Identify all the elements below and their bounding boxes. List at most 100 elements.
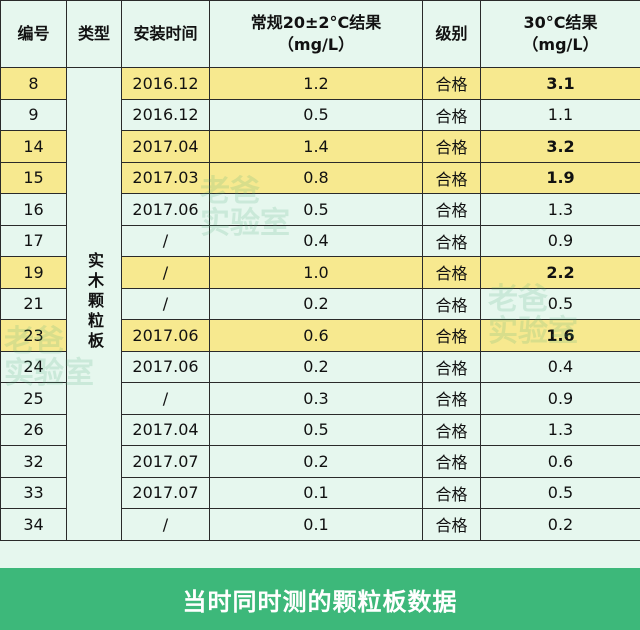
cell-grade: 合格 [422, 287, 481, 320]
table-row: 32 2017.07 0.2 合格 0.6 [0, 445, 640, 478]
cell-normal-result: 0.3 [209, 382, 423, 415]
cell-normal-result: 0.5 [209, 413, 423, 446]
cell-install-time: / [121, 287, 210, 320]
cell-id: 21 [0, 287, 67, 320]
cell-normal-result: 0.4 [209, 224, 423, 257]
cell-hot-result: 3.2 [480, 130, 640, 163]
cell-normal-result: 0.2 [209, 287, 423, 320]
cell-grade: 合格 [422, 413, 481, 446]
cell-hot-result: 3.1 [480, 67, 640, 100]
cell-normal-result: 0.5 [209, 98, 423, 131]
cell-hot-result: 1.9 [480, 161, 640, 194]
cell-normal-result: 0.8 [209, 161, 423, 194]
cell-grade: 合格 [422, 476, 481, 509]
cell-id: 17 [0, 224, 67, 257]
header-hot-result: 30°C结果 （mg/L） [480, 0, 640, 68]
header-type: 类型 [66, 0, 122, 68]
table-row: 8 实木颗粒板 2016.12 1.2 合格 3.1 [0, 67, 640, 541]
cell-install-time: / [121, 382, 210, 415]
header-normal-result-line2: （mg/L） [277, 35, 355, 54]
cell-normal-result: 0.5 [209, 193, 423, 226]
cell-hot-result: 1.3 [480, 413, 640, 446]
cell-install-time: 2017.07 [121, 476, 210, 509]
header-hot-result-line2: （mg/L） [522, 35, 599, 54]
cell-id: 19 [0, 256, 67, 289]
cell-grade: 合格 [422, 382, 481, 415]
cell-grade: 合格 [422, 319, 481, 352]
cell-normal-result: 0.1 [209, 476, 423, 509]
table-row: 23 2017.06 0.6 合格 1.6 [0, 319, 640, 352]
table-row: 26 2017.04 0.5 合格 1.3 [0, 413, 640, 446]
table-row: 16 2017.06 0.5 合格 1.3 [0, 193, 640, 226]
cell-install-time: / [121, 256, 210, 289]
header-id: 编号 [0, 0, 67, 68]
cell-hot-result: 1.3 [480, 193, 640, 226]
cell-id: 25 [0, 382, 67, 415]
cell-grade: 合格 [422, 161, 481, 194]
table-row: 25 /0.3 合格 0.9 [0, 382, 640, 415]
cell-grade: 合格 [422, 508, 481, 541]
cell-normal-result: 0.1 [209, 508, 423, 541]
cell-install-time: / [121, 224, 210, 257]
cell-id: 16 [0, 193, 67, 226]
cell-hot-result: 0.2 [480, 508, 640, 541]
cell-normal-result: 1.4 [209, 130, 423, 163]
cell-id: 26 [0, 413, 67, 446]
cell-normal-result: 1.2 [209, 67, 423, 100]
cell-normal-result: 0.2 [209, 350, 423, 383]
cell-hot-result: 0.6 [480, 445, 640, 478]
cell-install-time: 2017.06 [121, 193, 210, 226]
header-install-time: 安装时间 [121, 0, 210, 68]
cell-install-time: 2016.12 [121, 98, 210, 131]
cell-install-time: 2016.12 [121, 67, 210, 100]
header-normal-result: 常规20±2°C结果 （mg/L） [209, 0, 423, 68]
cell-install-time: 2017.06 [121, 319, 210, 352]
table-body: 8 实木颗粒板 2016.12 1.2 合格 3.1 9 2016.12 0.5 合格 1.1 14 2… [0, 67, 640, 541]
cell-id: 15 [0, 161, 67, 194]
header-grade: 级别 [422, 0, 481, 68]
cell-hot-result: 0.5 [480, 476, 640, 509]
cell-type: 实木颗粒板 [66, 67, 122, 541]
cell-hot-result: 0.9 [480, 224, 640, 257]
cell-id: 34 [0, 508, 67, 541]
cell-install-time: 2017.04 [121, 130, 210, 163]
cell-id: 8 [0, 67, 67, 100]
header-hot-result-line1: 30°C结果 [523, 13, 598, 32]
cell-grade: 合格 [422, 98, 481, 131]
cell-hot-result: 0.4 [480, 350, 640, 383]
cell-id: 33 [0, 476, 67, 509]
cell-install-time: / [121, 508, 210, 541]
cell-grade: 合格 [422, 193, 481, 226]
cell-id: 14 [0, 130, 67, 163]
table-row: 9 2016.12 0.5 合格 1.1 [0, 98, 640, 131]
cell-hot-result: 1.6 [480, 319, 640, 352]
cell-grade: 合格 [422, 445, 481, 478]
cell-hot-result: 0.5 [480, 287, 640, 320]
cell-id: 9 [0, 98, 67, 131]
cell-install-time: 2017.04 [121, 413, 210, 446]
table-row: 24 2017.06 0.2 合格 0.4 [0, 350, 640, 383]
table-row: 19 /1.0 合格 2.2 [0, 256, 640, 289]
cell-install-time: 2017.06 [121, 350, 210, 383]
cell-grade: 合格 [422, 350, 481, 383]
cell-hot-result: 0.9 [480, 382, 640, 415]
header-row: 编号 类型 安装时间 常规20±2°C结果 （mg/L） 级别 30°C结果 （… [0, 0, 640, 68]
cell-install-time: 2017.07 [121, 445, 210, 478]
table-row: 17 /0.4 合格 0.9 [0, 224, 640, 257]
type-label: 实木颗粒板 [85, 251, 104, 352]
cell-normal-result: 0.2 [209, 445, 423, 478]
cell-normal-result: 1.0 [209, 256, 423, 289]
cell-id: 23 [0, 319, 67, 352]
cell-hot-result: 2.2 [480, 256, 640, 289]
table-row: 34 /0.1 合格 0.2 [0, 508, 640, 541]
cell-install-time: 2017.03 [121, 161, 210, 194]
cell-id: 24 [0, 350, 67, 383]
cell-grade: 合格 [422, 130, 481, 163]
results-table: 编号 类型 安装时间 常规20±2°C结果 （mg/L） 级别 30°C结果 （… [0, 0, 640, 541]
cell-hot-result: 1.1 [480, 98, 640, 131]
cell-normal-result: 0.6 [209, 319, 423, 352]
cell-id: 32 [0, 445, 67, 478]
cell-grade: 合格 [422, 256, 481, 289]
header-normal-result-line1: 常规20±2°C结果 [250, 13, 382, 32]
